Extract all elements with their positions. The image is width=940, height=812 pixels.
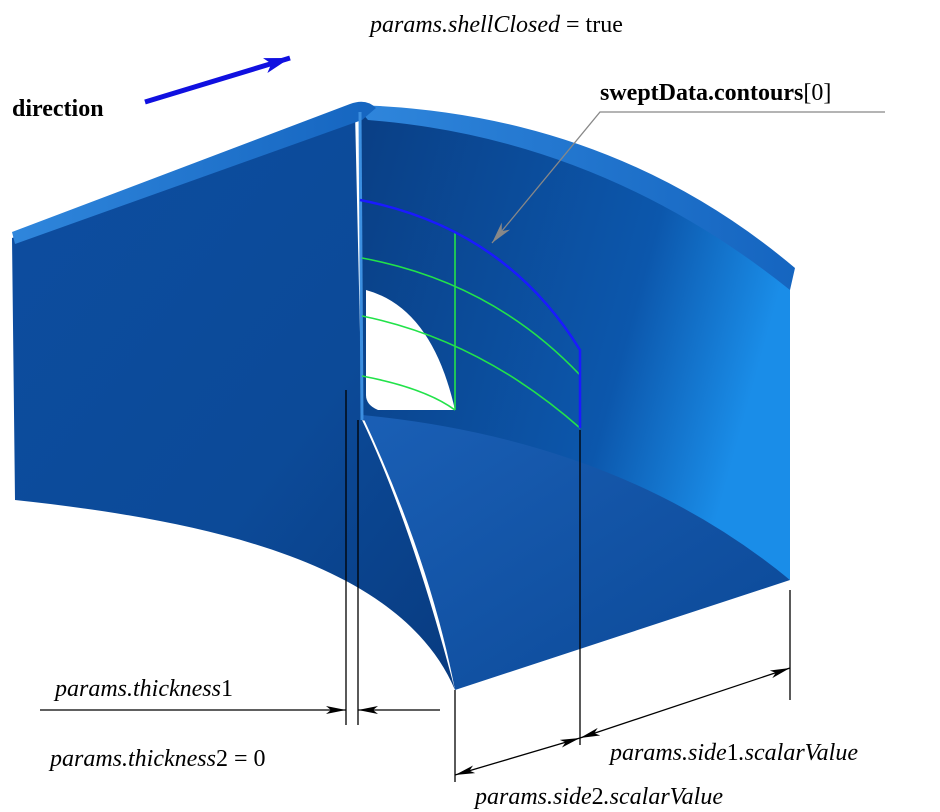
label-part: params.shellClosed [368, 12, 561, 38]
label-part: .scalarValue [739, 740, 859, 766]
label-thickness1: params.thickness1 [53, 676, 233, 702]
label-shell-closed: params.shellClosed = true [368, 12, 623, 38]
label-part: 1 [727, 740, 739, 766]
label-part: 2 [592, 784, 604, 810]
label-part: params.thickness [53, 676, 221, 702]
label-part: 1 [221, 676, 233, 702]
label-thickness2: params.thickness2 = 0 [48, 746, 266, 772]
label-direction: direction [12, 96, 104, 122]
dimensions [40, 55, 885, 782]
label-part: sweptData.contours [600, 80, 803, 106]
label-part: params.side [608, 740, 727, 766]
solid [12, 101, 795, 690]
label-part: 2 = 0 [216, 746, 266, 772]
label-side2: params.side2.scalarValue [473, 784, 723, 810]
label-contours: sweptData.contours[0] [600, 80, 831, 106]
label-part: .scalarValue [604, 784, 724, 810]
label-part: params.thickness [48, 746, 216, 772]
label-side1: params.side1.scalarValue [608, 740, 858, 766]
label-part: [0] [803, 80, 831, 106]
label-part: = true [566, 12, 623, 38]
label-part: params.side [473, 784, 592, 810]
